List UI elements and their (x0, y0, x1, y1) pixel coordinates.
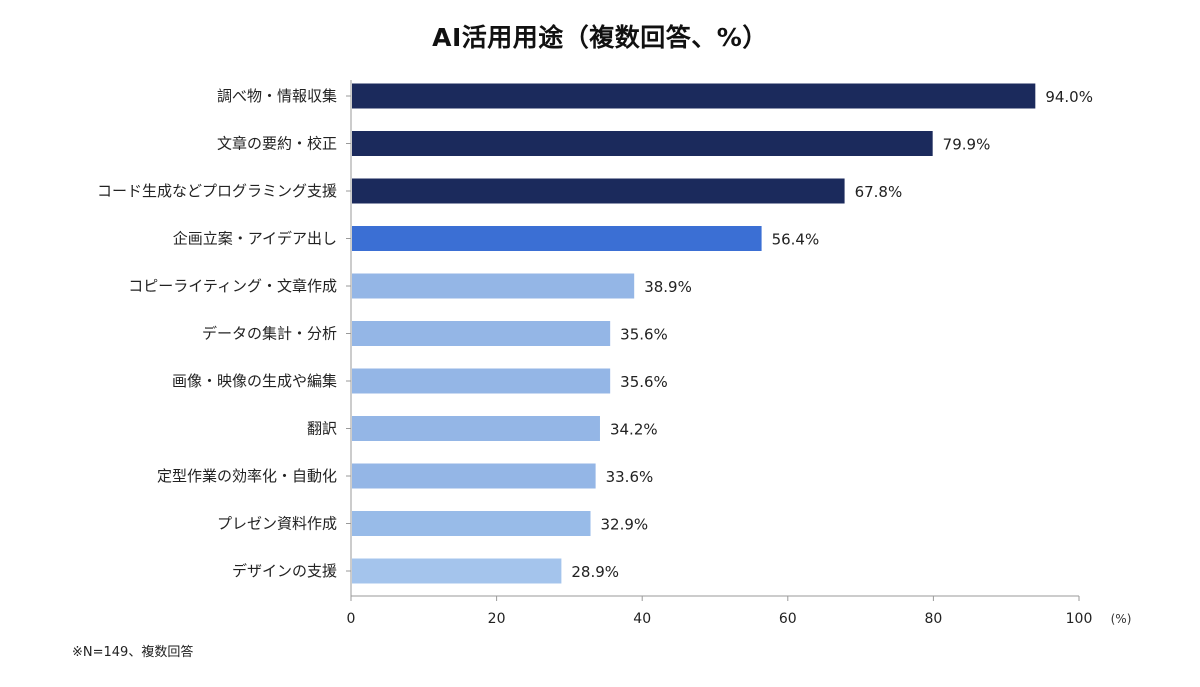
x-unit-label: (%) (1111, 612, 1132, 626)
category-label: 定型作業の効率化・自動化 (157, 467, 337, 485)
bar (352, 368, 611, 394)
category-label: デザインの支援 (232, 562, 337, 580)
category-label: 翻訳 (307, 420, 337, 438)
category-label: 企画立案・アイデア出し (173, 230, 337, 248)
x-tick-label: 40 (633, 611, 651, 627)
chart-title: AI活用用途（複数回答、%） (432, 23, 768, 52)
footnote: ※N=149、複数回答 (72, 645, 194, 660)
x-tick-label: 80 (924, 611, 942, 627)
category-label: 調べ物・情報収集 (217, 87, 337, 105)
bar (352, 416, 600, 441)
bar (352, 131, 933, 156)
bar (352, 273, 635, 299)
bar (352, 321, 611, 346)
bar (352, 178, 845, 204)
data-label: 35.6% (620, 373, 668, 391)
data-label: 67.8% (855, 183, 903, 201)
data-label: 56.4% (772, 231, 820, 249)
category-label: コード生成などプログラミング支援 (97, 182, 337, 200)
bar (352, 83, 1036, 109)
bar (352, 226, 762, 251)
data-label: 28.9% (571, 563, 619, 581)
category-label: プレゼン資料作成 (217, 515, 337, 533)
category-label: コピーライティング・文章作成 (128, 277, 337, 295)
data-label: 34.2% (610, 421, 658, 439)
x-tick-label: 20 (488, 611, 506, 627)
data-label: 33.6% (606, 468, 654, 486)
data-label: 38.9% (644, 278, 692, 296)
bar (352, 511, 591, 536)
x-tick-label: 100 (1066, 611, 1093, 627)
bar (352, 463, 596, 489)
data-label: 32.9% (601, 516, 649, 534)
category-label: 画像・映像の生成や編集 (172, 372, 337, 390)
x-tick-label: 60 (779, 611, 797, 627)
data-label: 79.9% (943, 136, 991, 154)
x-tick-label: 0 (347, 611, 356, 627)
bar (352, 558, 562, 584)
data-label: 94.0% (1045, 88, 1093, 106)
data-label: 35.6% (620, 326, 668, 344)
category-label: 文章の要約・校正 (217, 135, 337, 153)
category-label: データの集計・分析 (202, 325, 337, 343)
